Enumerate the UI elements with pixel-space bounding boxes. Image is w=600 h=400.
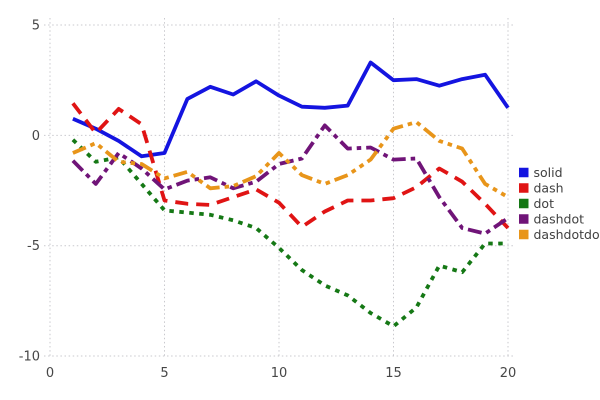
legend-swatch-dot <box>519 198 529 209</box>
gridlines <box>44 18 513 358</box>
legend-swatch-dashdot <box>519 214 529 224</box>
y-tick-label: 0 <box>32 129 40 144</box>
legend-label-solid: solid <box>534 165 563 180</box>
y-tick-label: -10 <box>19 350 40 365</box>
series-line-dashdot <box>71 123 510 236</box>
x-tick-label: 15 <box>385 366 402 381</box>
legend-swatch-solid <box>519 167 529 178</box>
axis-tick-labels: 0 5 10 15 20 5 0 -5 -10 <box>19 19 517 382</box>
y-tick-label: 5 <box>32 19 40 34</box>
legend-label-dashdotdot: dashdotdot <box>534 227 600 242</box>
series-line-solid <box>72 60 510 159</box>
legend-label-dash: dash <box>534 180 564 195</box>
y-tick-label: -5 <box>27 239 40 254</box>
x-tick-label: 5 <box>160 366 168 381</box>
x-tick-label: 10 <box>271 366 288 381</box>
legend-swatch-dashdotdot <box>519 229 529 240</box>
series-line-dash <box>71 102 510 230</box>
legend-label-dot: dot <box>534 196 555 211</box>
x-tick-label: 0 <box>46 366 54 381</box>
series-line-dashdotdot <box>72 120 509 199</box>
legend-swatch-dash <box>519 183 529 193</box>
legend-label-dashdot: dashdot <box>534 211 585 226</box>
x-tick-label: 20 <box>500 366 517 381</box>
